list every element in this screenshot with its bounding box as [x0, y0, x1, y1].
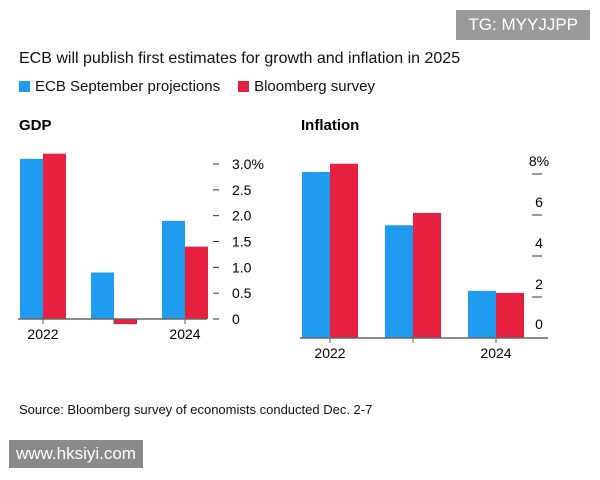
bar-gdp-2022-ecb — [20, 158, 43, 319]
bar-inflation-2022-bloomberg — [330, 163, 358, 338]
y-tick-label: 0 — [535, 316, 543, 332]
bar-inflation-2022-ecb — [302, 171, 330, 338]
legend-item-bloomberg: Bloomberg survey — [238, 78, 375, 95]
watermark-top: TG: MYYJJPP — [456, 10, 590, 40]
legend-label-ecb: ECB September projections — [35, 78, 221, 95]
bar-gdp-2023-bloomberg — [114, 319, 137, 325]
y-tick-label: 6 — [535, 194, 543, 210]
bar-gdp-2022-bloomberg — [43, 153, 66, 319]
y-tick-label: 8% — [529, 153, 549, 169]
panel-title-gdp: GDP — [19, 117, 52, 134]
x-tick-label-2022: 2022 — [314, 345, 345, 361]
y-tick-label: 1.5 — [232, 234, 252, 250]
bar-inflation-2024-bloomberg — [496, 292, 524, 338]
legend-label-bloomberg: Bloomberg survey — [254, 78, 375, 95]
legend-item-ecb: ECB September projections — [19, 78, 220, 95]
y-tick-label: 4 — [535, 235, 543, 251]
bar-inflation-2024-ecb — [468, 290, 496, 338]
bar-inflation-2023-bloomberg — [413, 212, 441, 338]
y-tick-label: 2.5 — [232, 182, 252, 198]
x-tick-label-2022: 2022 — [27, 326, 58, 342]
legend-swatch-bloomberg — [238, 81, 250, 92]
legend-swatch-ecb — [19, 81, 30, 92]
y-tick-label: 0.5 — [232, 285, 252, 301]
y-tick-label: 3.0% — [232, 156, 264, 172]
bar-gdp-2023-ecb — [91, 272, 114, 319]
y-tick-label: 0 — [232, 311, 240, 327]
legend: ECB September projections Bloomberg surv… — [19, 78, 375, 95]
bar-gdp-2024-bloomberg — [185, 246, 208, 319]
y-tick-label: 2 — [535, 276, 543, 292]
source-note: Source: Bloomberg survey of economists c… — [19, 402, 373, 417]
bar-gdp-2024-ecb — [162, 220, 185, 319]
y-tick-label: 2.0 — [232, 208, 252, 224]
x-tick-label-2024: 2024 — [169, 326, 200, 342]
x-tick-label-2024: 2024 — [480, 345, 511, 361]
bar-inflation-2023-ecb — [385, 225, 413, 338]
watermark-bottom: www.hksiyi.com — [9, 440, 143, 468]
chart-title: ECB will publish first estimates for gro… — [19, 50, 461, 67]
y-tick-label: 1.0 — [232, 259, 252, 275]
panel-title-inflation: Inflation — [301, 117, 359, 134]
